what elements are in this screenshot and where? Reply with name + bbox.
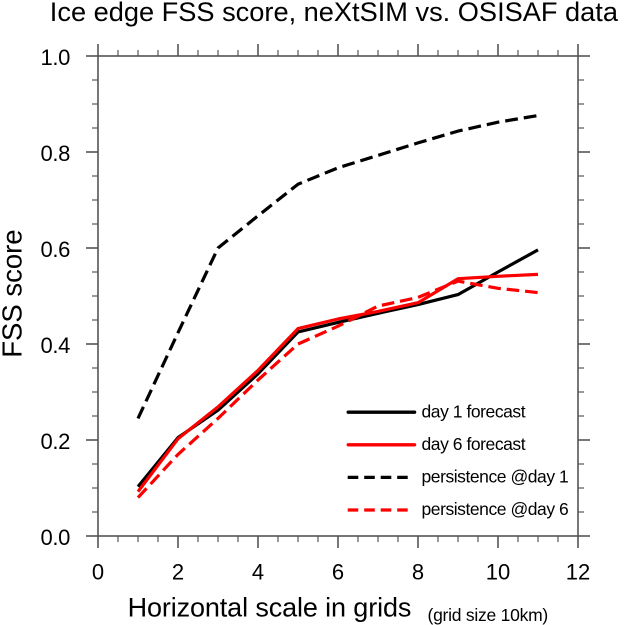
svg-text:8: 8 — [412, 560, 424, 585]
svg-text:0.4: 0.4 — [40, 333, 70, 358]
svg-text:0.0: 0.0 — [40, 525, 70, 550]
svg-text:6: 6 — [332, 560, 344, 585]
svg-text:4: 4 — [252, 560, 264, 585]
svg-text:12: 12 — [566, 560, 590, 585]
svg-text:Horizontal scale in grids: Horizontal scale in grids — [128, 592, 412, 622]
svg-text:0.2: 0.2 — [40, 429, 70, 454]
svg-text:FSS score: FSS score — [0, 229, 28, 357]
svg-text:persistence @day 6: persistence @day 6 — [422, 499, 569, 519]
svg-text:10: 10 — [486, 560, 510, 585]
svg-text:day 1 forecast: day 1 forecast — [422, 401, 526, 421]
svg-text:2: 2 — [172, 560, 184, 585]
svg-text:day 6 forecast: day 6 forecast — [422, 434, 526, 454]
svg-text:Ice edge FSS score, neXtSIM vs: Ice edge FSS score, neXtSIM vs. OSISAF d… — [50, 0, 619, 27]
svg-text:persistence @day 1: persistence @day 1 — [422, 467, 569, 487]
svg-text:0.8: 0.8 — [40, 141, 70, 166]
svg-text:0: 0 — [92, 560, 104, 585]
svg-text:0.6: 0.6 — [40, 237, 70, 262]
svg-text:1.0: 1.0 — [40, 45, 70, 70]
svg-text:(grid size 10km): (grid size 10km) — [428, 605, 548, 625]
